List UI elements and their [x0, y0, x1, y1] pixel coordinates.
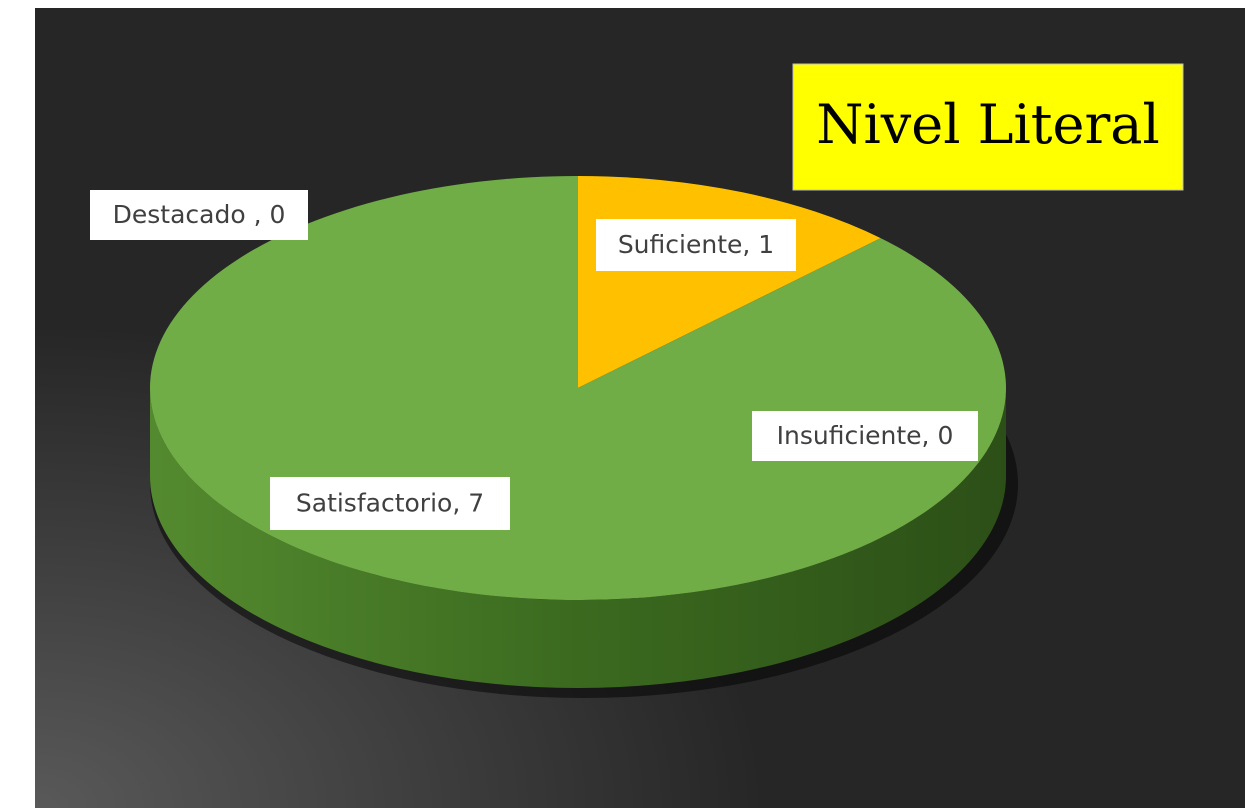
data-label: Satisfactorio, 7: [296, 489, 484, 518]
data-label-box: [270, 477, 510, 530]
pie-side: [150, 388, 1006, 688]
data-label-box: [90, 190, 308, 240]
data-label-box: [752, 411, 978, 461]
chart-title: Nivel Literal: [816, 93, 1160, 156]
data-label-box: [596, 219, 796, 271]
data-label: Destacado , 0: [113, 200, 286, 229]
title-box: [792, 63, 1184, 191]
data-label: Suficiente, 1: [618, 230, 774, 259]
data-label: Insuficiente, 0: [777, 421, 954, 450]
pie-slice: [578, 238, 881, 388]
